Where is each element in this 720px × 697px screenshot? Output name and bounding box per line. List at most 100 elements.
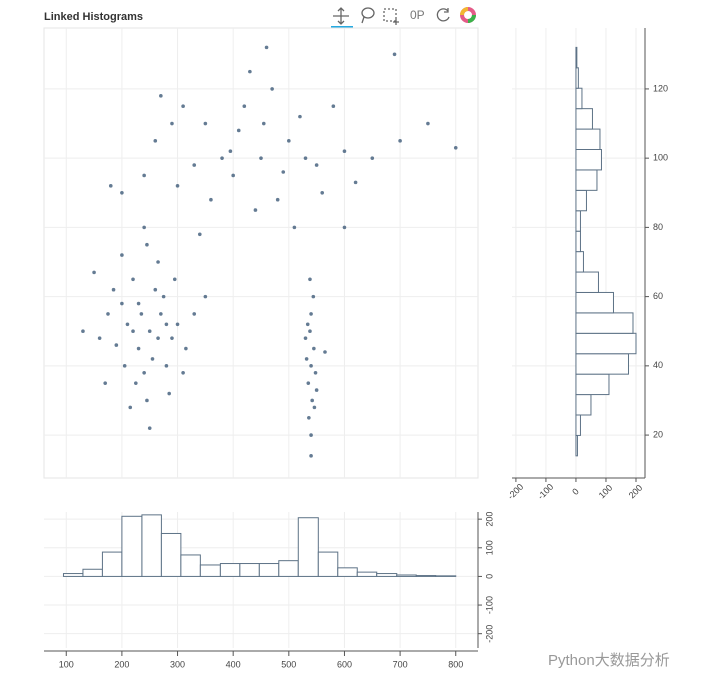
point <box>156 260 160 264</box>
point <box>308 329 312 334</box>
point <box>153 287 158 292</box>
chart-title: Linked Histograms <box>44 11 143 23</box>
bar <box>199 564 221 577</box>
point <box>309 433 313 437</box>
zoom-tool-icon[interactable]: 0P <box>410 8 425 22</box>
point <box>120 253 124 257</box>
point <box>311 294 316 299</box>
point <box>81 329 85 334</box>
reset-tool[interactable] <box>436 8 450 22</box>
point <box>170 336 174 340</box>
x-tick-label: 0 <box>570 486 581 497</box>
y-tick-label: 20 <box>653 429 663 439</box>
point <box>307 415 311 420</box>
point <box>298 114 302 119</box>
bar <box>575 149 602 171</box>
point <box>181 370 185 375</box>
bar <box>575 312 634 334</box>
y-tick-label: 80 <box>653 222 663 232</box>
bar <box>575 271 599 293</box>
bar <box>575 108 593 130</box>
bar <box>575 230 581 253</box>
point <box>106 312 110 316</box>
point <box>192 163 197 167</box>
box-select-tool[interactable] <box>383 8 399 25</box>
point <box>312 405 317 410</box>
x-tick-label: 500 <box>281 659 296 669</box>
point <box>313 370 318 375</box>
watermark: Python大数据分析 <box>548 652 670 669</box>
point <box>147 329 152 334</box>
point <box>136 346 141 351</box>
point <box>114 343 119 347</box>
bar <box>297 517 319 577</box>
point <box>172 277 177 282</box>
bar <box>337 567 358 577</box>
point <box>164 322 169 327</box>
bar <box>575 169 598 191</box>
point <box>304 357 309 361</box>
point <box>145 398 149 403</box>
point <box>292 225 297 230</box>
point <box>310 398 314 403</box>
bar <box>239 563 260 577</box>
point <box>97 336 102 340</box>
plot-area <box>43 27 479 479</box>
bar <box>575 394 592 416</box>
point <box>303 156 308 160</box>
point <box>131 277 135 282</box>
point <box>309 364 313 368</box>
point <box>159 312 163 316</box>
point <box>153 139 158 143</box>
point <box>145 242 149 247</box>
lasso-tool[interactable] <box>361 7 375 24</box>
point <box>156 336 160 340</box>
y-tick-label: 100 <box>653 153 668 163</box>
x-tick-label: -200 <box>506 482 526 502</box>
point <box>175 322 180 327</box>
point <box>281 170 286 174</box>
point <box>242 104 247 109</box>
pan-tool[interactable] <box>331 7 353 28</box>
point <box>231 173 235 178</box>
point <box>320 190 325 195</box>
bar <box>278 560 299 577</box>
bar <box>575 189 587 212</box>
point <box>131 329 135 334</box>
point <box>150 357 155 361</box>
point <box>236 128 241 133</box>
y-tick-label: 120 <box>653 83 668 93</box>
bar <box>575 373 610 396</box>
bar <box>435 575 457 577</box>
bar <box>575 332 637 355</box>
bar <box>415 575 437 577</box>
point <box>203 121 208 126</box>
point <box>312 346 316 351</box>
point <box>264 45 269 50</box>
point <box>181 104 185 109</box>
point <box>342 149 347 154</box>
point <box>453 145 458 150</box>
point <box>370 156 375 160</box>
point <box>120 301 124 306</box>
bar <box>62 573 84 577</box>
point <box>306 381 311 385</box>
bar <box>575 434 578 457</box>
point <box>192 312 197 316</box>
point <box>287 139 291 143</box>
x-tick-label: 100 <box>59 659 74 669</box>
bar <box>101 551 123 577</box>
point <box>139 312 144 316</box>
point <box>259 156 263 160</box>
bar <box>575 128 601 150</box>
bokeh-logo[interactable] <box>460 7 476 23</box>
y-tick-label: 100 <box>484 540 494 555</box>
point <box>125 322 130 327</box>
point <box>270 87 274 91</box>
point <box>303 336 308 340</box>
x-tick-label: 400 <box>226 659 241 669</box>
point <box>228 149 233 154</box>
point <box>159 94 163 98</box>
point <box>261 121 266 126</box>
point <box>426 121 430 126</box>
